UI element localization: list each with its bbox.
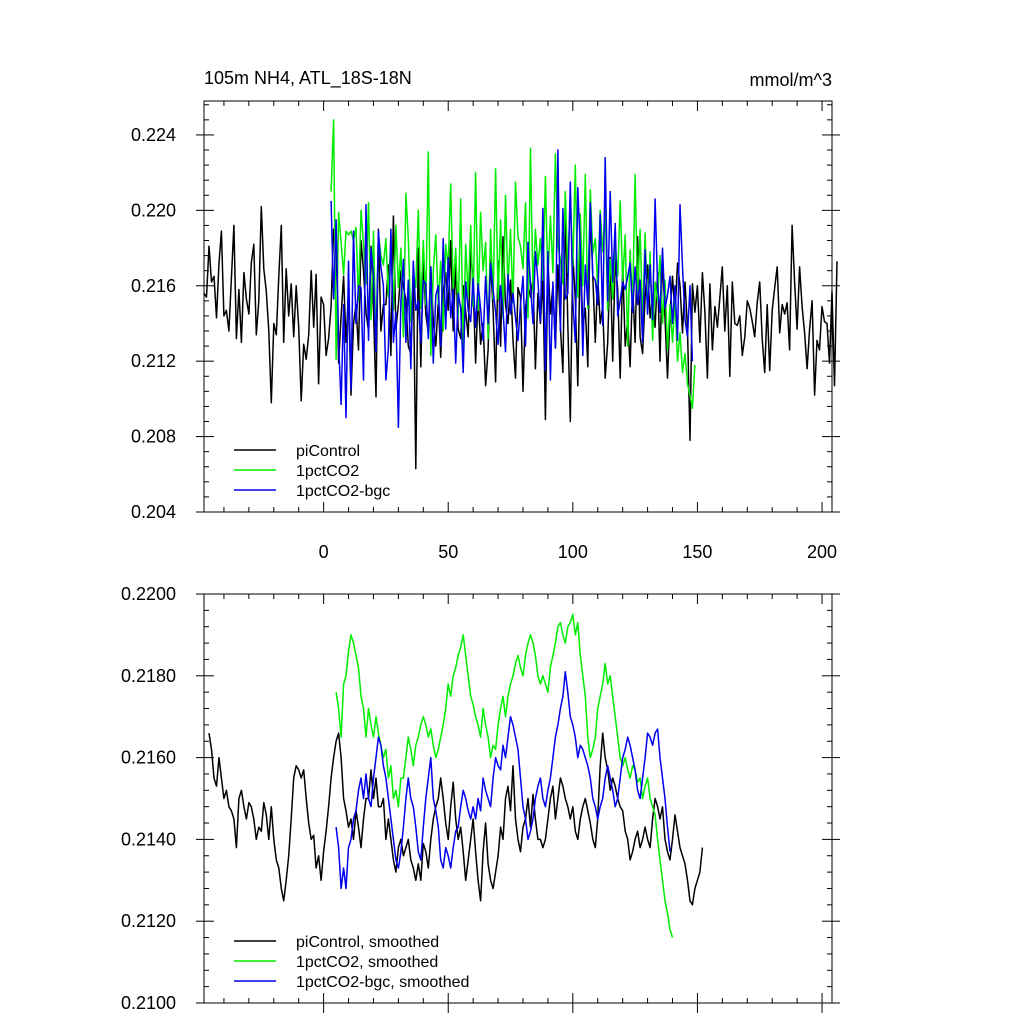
series-line-1 xyxy=(335,613,674,938)
series-line-2 xyxy=(330,149,694,428)
y-tick-label: 0.212 xyxy=(131,351,176,371)
x-tick-label: 150 xyxy=(682,542,712,562)
y-tick-label: 0.204 xyxy=(131,502,176,522)
y-tick-label: 0.2180 xyxy=(121,666,176,686)
y-tick-label: 0.216 xyxy=(131,276,176,296)
y-tick-label: 0.2120 xyxy=(121,911,176,931)
x-tick-label: 200 xyxy=(807,542,837,562)
x-tick-label: 50 xyxy=(438,542,458,562)
y-tick-label: 0.2200 xyxy=(121,584,176,604)
chart-title: 105m NH4, ATL_18S-18N xyxy=(204,68,412,89)
panel-top: 105m NH4, ATL_18S-18N mmol/m^3 0 50 100 150… xyxy=(131,68,840,562)
x-tick-label: 0 xyxy=(319,542,329,562)
y-tick-label: 0.220 xyxy=(131,200,176,220)
legend-label-1pctco2: 1pctCO2 xyxy=(296,463,359,480)
series-line-0 xyxy=(208,732,704,906)
y-tick-label: 0.2100 xyxy=(121,993,176,1013)
y-tick-label: 0.2160 xyxy=(121,748,176,768)
legend-label-1pctco2-smoothed: 1pctCO2, smoothed xyxy=(296,954,438,971)
panel-bottom: 0.2100 0.2120 0.2140 0.2160 0.2180 0.2200 piC… xyxy=(121,584,840,1013)
y-tick-label: 0.224 xyxy=(131,125,176,145)
y-tick-label: 0.2140 xyxy=(121,829,176,849)
series-line-2 xyxy=(335,670,671,890)
legend-bottom: piControl, smoothed 1pctCO2, smoothed 1p… xyxy=(234,934,469,991)
legend-label-picontrol-smoothed: piControl, smoothed xyxy=(296,934,439,951)
x-tick-label: 100 xyxy=(558,542,588,562)
plot-area-bottom: 0.2100 0.2120 0.2140 0.2160 0.2180 0.2200 xyxy=(121,584,840,1013)
units-label: mmol/m^3 xyxy=(750,70,832,90)
legend-label-1pctco2-bgc: 1pctCO2-bgc xyxy=(296,483,390,500)
plot-frame xyxy=(203,100,833,513)
legend-label-picontrol: piControl xyxy=(296,443,360,460)
legend-label-1pctco2-bgc-smoothed: 1pctCO2-bgc, smoothed xyxy=(296,974,469,991)
y-tick-label: 0.208 xyxy=(131,427,176,447)
legend-top: piControl 1pctCO2 1pctCO2-bgc xyxy=(234,443,390,500)
plot-area-top: 0 50 100 150 200 0.204 0.208 0.212 0.216 0.220 0.2… xyxy=(131,100,840,562)
plot-frame xyxy=(203,593,833,1004)
